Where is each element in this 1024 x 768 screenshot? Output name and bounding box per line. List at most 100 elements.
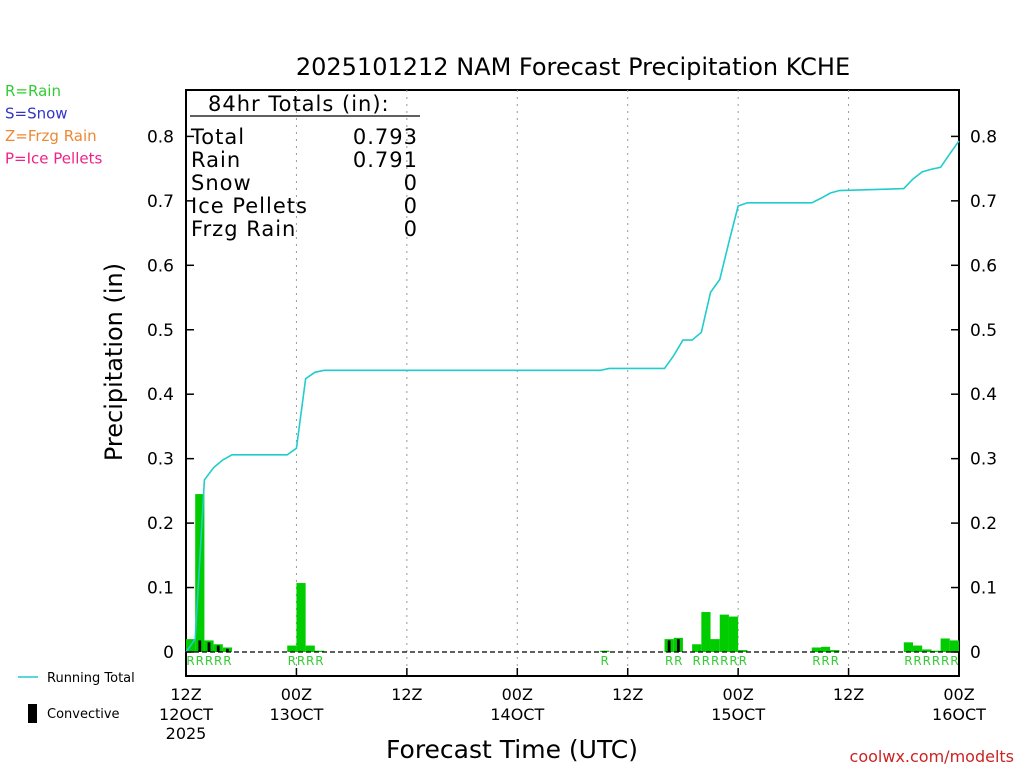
x-tick-date: 14OCT [490, 705, 544, 724]
y-tick-label-left: 0.6 [147, 256, 174, 276]
gridlines [295, 90, 850, 676]
y-tick-label-right: 0.3 [970, 450, 997, 470]
precip-bar [738, 650, 748, 652]
running-total-legend-label: Running Total [47, 671, 135, 686]
precip-type-marker: R [913, 654, 921, 668]
totals-value: 0.791 [353, 148, 418, 172]
y-tick-label-left: 0 [163, 643, 174, 663]
convective-bar [676, 639, 680, 652]
convective-bar [198, 640, 202, 652]
precip-type-legend-item: P=Ice Pellets [5, 150, 102, 168]
y-tick-label-left: 0.8 [147, 127, 174, 147]
precip-type-marker: R [739, 654, 747, 668]
totals-label: Ice Pellets [191, 194, 308, 218]
precip-type-marker: R [196, 654, 204, 668]
convective-bar [226, 648, 229, 652]
totals-label: Frzg Rain [191, 217, 296, 241]
precip-type-marker: R [674, 654, 682, 668]
totals-value: 0 [404, 171, 418, 195]
precip-type-marker: R [665, 654, 673, 668]
y-tick-label-right: 0.8 [970, 127, 997, 147]
precip-type-marker: R [821, 654, 829, 668]
x-axis-label: Forecast Time (UTC) [386, 735, 638, 764]
x-tick-date: 12OCT [159, 705, 213, 724]
totals-label: Total [190, 125, 245, 149]
precip-bar [728, 616, 739, 652]
totals-value: 0 [404, 217, 418, 241]
y-tick-label-left: 0.3 [147, 450, 174, 470]
precip-type-marker: R [693, 654, 701, 668]
precip-type-marker: R [950, 654, 958, 668]
precip-type-marker: R [186, 654, 194, 668]
precip-bar [903, 642, 913, 652]
running-total-polyline [185, 140, 960, 653]
x-tick-label: 12Z [833, 685, 864, 704]
y-axis-ticks: 0 00.1 0.10.2 0.20.3 0.30.4 0.40.5 0.50.6 0.60.… [147, 127, 997, 663]
precip-type-marker: R [306, 654, 314, 668]
precip-bar [940, 638, 950, 652]
precip-bar [912, 645, 923, 652]
precip-bar [692, 644, 702, 652]
totals-label: Rain [191, 148, 241, 172]
precip-type-marker: R [923, 654, 931, 668]
precip-bar [710, 639, 720, 652]
precip-bar [820, 646, 831, 652]
precip-type-marker: R [702, 654, 710, 668]
plot-frame [185, 89, 960, 677]
precip-type-marker: R [288, 654, 296, 668]
x-tick-year: 2025 [166, 724, 207, 743]
precip-bar [296, 583, 306, 652]
credit-text: coolwx.com/modelts [850, 747, 1014, 766]
x-tick-label: 12Z [170, 685, 201, 704]
precip-type-legend: R=Rain S=Snow Z=Frzg Rain P=Ice Pellets [5, 82, 102, 168]
precip-bar [701, 612, 711, 652]
x-tick-date: 16OCT [932, 705, 986, 724]
precip-bar [811, 647, 821, 652]
y-tick-label-right: 0.5 [970, 321, 997, 341]
y-tick-label-left: 0.5 [147, 321, 174, 341]
totals-box: 84hr Totals (in): Total 0.793 Rain 0.791 Snow… [190, 92, 420, 241]
precip-bar [922, 649, 932, 652]
precip-type-marker: R [214, 654, 222, 668]
x-tick-label: 00Z [281, 685, 312, 704]
precip-type-marker: R [711, 654, 719, 668]
totals-heading: 84hr Totals (in): [208, 92, 390, 116]
y-tick-label-right: 0.1 [970, 579, 997, 599]
precip-bar [600, 650, 610, 652]
x-tick-label: 00Z [722, 685, 753, 704]
precip-type-marker: R [223, 654, 231, 668]
x-tick-label: 00Z [943, 685, 974, 704]
y-tick-label-right: 0.2 [970, 514, 997, 534]
precip-type-marker: R [720, 654, 728, 668]
precip-type-marker: R [205, 654, 213, 668]
convective-bar [667, 640, 671, 652]
y-tick-label-right: 0.7 [970, 192, 997, 212]
precip-bar [719, 614, 729, 652]
chart-title: 2025101212 NAM Forecast Precipitation KC… [296, 53, 850, 81]
x-tick-date: 13OCT [269, 705, 323, 724]
precip-type-marker: R [812, 654, 820, 668]
precip-type-marker: R [297, 654, 305, 668]
running-total-line [185, 140, 960, 653]
precip-type-marker: R [831, 654, 839, 668]
totals-value: 0 [404, 194, 418, 218]
precip-type-marker: R [315, 654, 323, 668]
convective-bar [207, 642, 211, 652]
precip-bar [949, 640, 959, 652]
y-axis-label: Precipitation (in) [100, 263, 128, 461]
series-legend: Running Total Convective [18, 671, 135, 723]
precip-bar [305, 645, 315, 652]
precip-bar [314, 650, 325, 652]
convective-bars [198, 639, 680, 652]
y-tick-label-right: 0.4 [970, 385, 997, 405]
x-tick-label: 00Z [502, 685, 533, 704]
precip-type-marker: R [932, 654, 940, 668]
y-tick-label-left: 0.7 [147, 192, 174, 212]
convective-legend-swatch [28, 704, 37, 723]
precip-type-marker: R [729, 654, 737, 668]
convective-bar [216, 645, 220, 652]
y-tick-label-right: 0.6 [970, 256, 997, 276]
